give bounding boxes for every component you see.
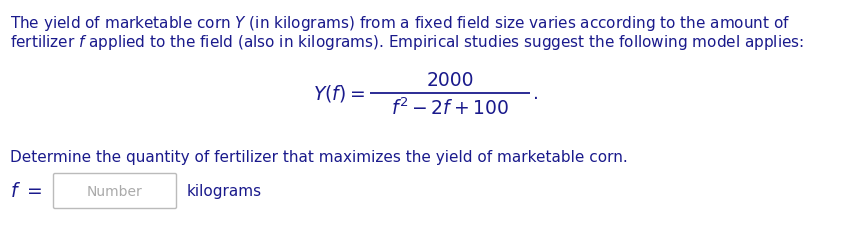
Text: $\mathit{f}$ $=$: $\mathit{f}$ $=$ xyxy=(10,182,42,201)
Text: Number: Number xyxy=(87,184,143,198)
Text: fertilizer $\mathit{f}$ applied to the field (also in kilograms). Empirical stud: fertilizer $\mathit{f}$ applied to the f… xyxy=(10,33,804,52)
Text: .: . xyxy=(533,84,539,103)
Text: The yield of marketable corn $\mathit{Y}$ (in kilograms) from a fixed field size: The yield of marketable corn $\mathit{Y}… xyxy=(10,14,791,33)
Text: $\mathit{f}^2 - 2\mathit{f} + 100$: $\mathit{f}^2 - 2\mathit{f} + 100$ xyxy=(391,97,509,119)
FancyBboxPatch shape xyxy=(54,174,177,209)
Text: 2000: 2000 xyxy=(426,71,474,90)
Text: kilograms: kilograms xyxy=(187,184,262,199)
Text: Determine the quantity of fertilizer that maximizes the yield of marketable corn: Determine the quantity of fertilizer tha… xyxy=(10,149,627,164)
Text: $\mathit{Y}(\mathit{f}) =$: $\mathit{Y}(\mathit{f}) =$ xyxy=(313,83,365,104)
